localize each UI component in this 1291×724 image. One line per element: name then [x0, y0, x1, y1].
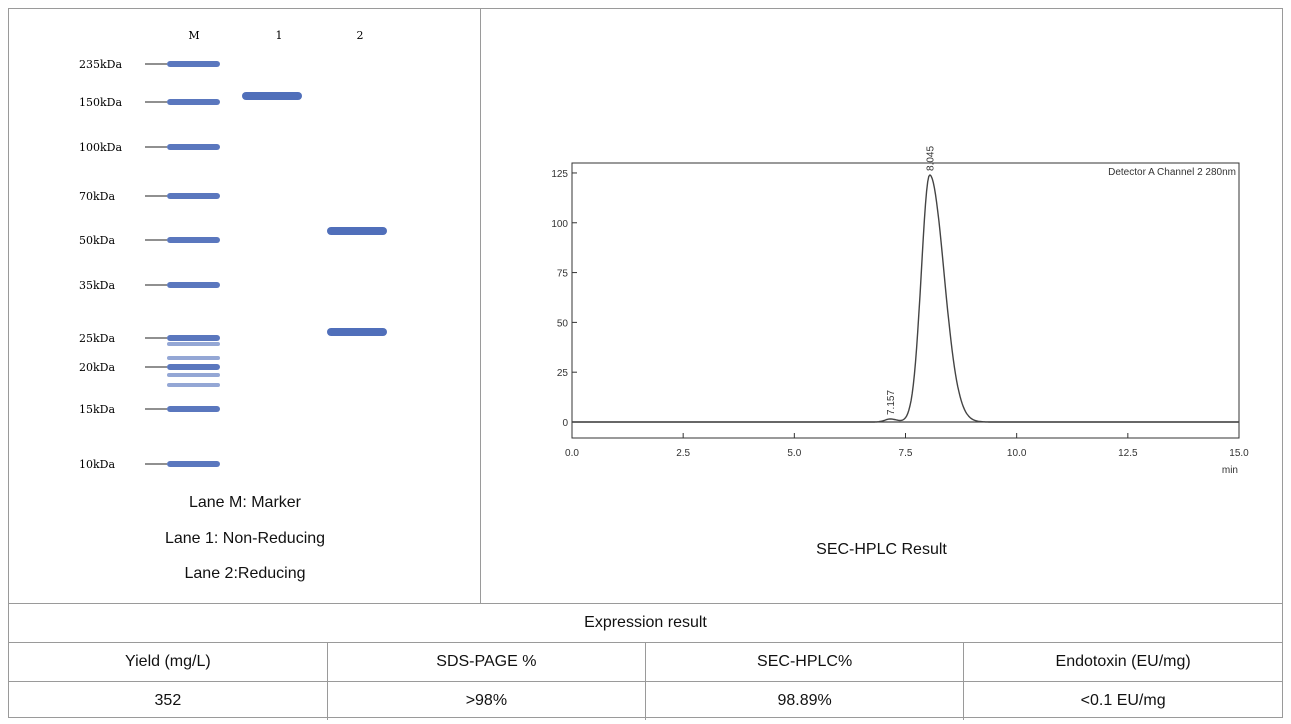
sec-hplc-chart: Detector A Channel 2 280nm min 0.0 2.5 5.0…: [551, 145, 1249, 476]
x-tick-label: 2.5: [676, 448, 690, 459]
peak-labels: 7.157 8.045: [886, 145, 936, 415]
sample-band: [242, 92, 302, 100]
top-section: M 1 2 235kDa 150kDa 100kDa 70kDa 50kDa 35kDa 2…: [9, 9, 1282, 603]
y-tick-label: 50: [557, 318, 569, 329]
marker-band: [167, 237, 220, 243]
marker-label: 15kDa: [79, 403, 115, 416]
marker-band: [167, 335, 220, 341]
x-axis-ticks: 0.0 2.5 5.0 7.5 10.0 12.5 15.0: [565, 433, 1249, 459]
y-axis-ticks: 0 25 50 75 100 125: [551, 169, 577, 429]
marker-band: [167, 61, 220, 67]
chromatogram-trace: [572, 174, 1239, 423]
peak-label: 8.045: [926, 145, 937, 170]
header-endotoxin: Endotoxin (EU/mg): [963, 642, 1282, 682]
sec-hplc-panel: Detector A Channel 2 280nm min 0.0 2.5 5.0…: [481, 9, 1282, 603]
marker-label: 10kDa: [79, 458, 115, 471]
y-tick-label: 125: [551, 169, 568, 180]
marker-label: 100kDa: [79, 141, 122, 154]
table-title: Expression result: [9, 603, 1282, 643]
header-yield: Yield (mg/L): [9, 642, 328, 682]
sample-bands: [242, 92, 387, 336]
marker-label: 235kDa: [79, 58, 122, 71]
marker-label: 25kDa: [79, 332, 115, 345]
x-tick-label: 5.0: [787, 448, 801, 459]
sds-page-gel: M 1 2 235kDa150kDa100kDa70kDa50kDa35kDa2…: [79, 29, 387, 471]
x-tick-label: 7.5: [899, 448, 913, 459]
table-title-row: Expression result: [9, 603, 1282, 643]
marker-band: [167, 99, 220, 105]
peak-label: 7.157: [886, 390, 897, 415]
figure-frame: M 1 2 235kDa 150kDa 100kDa 70kDa 50kDa 35kDa 2…: [8, 8, 1283, 720]
x-tick-label: 12.5: [1118, 448, 1138, 459]
value-endotoxin: <0.1 EU/mg: [963, 681, 1282, 720]
marker-band: [167, 144, 220, 150]
caption-lane-m: Lane M: Marker: [188, 494, 302, 511]
marker-band: [167, 282, 220, 288]
x-tick-label: 0.0: [565, 448, 579, 459]
caption-lane-2: Lane 2:Reducing: [184, 565, 306, 582]
x-axis-unit: min: [1222, 465, 1238, 476]
marker-label: 35kDa: [79, 279, 115, 292]
sample-band: [327, 328, 387, 336]
y-tick-label: 25: [557, 368, 569, 379]
header-sds-page: SDS-PAGE %: [327, 642, 647, 682]
marker-label: 50kDa: [79, 234, 115, 247]
value-yield: 352: [9, 681, 328, 720]
marker-band: [167, 364, 220, 370]
lane-label-1: 1: [276, 29, 283, 42]
marker-label: 150kDa: [79, 96, 122, 109]
x-tick-label: 10.0: [1007, 448, 1027, 459]
expression-result-table: Expression result Yield (mg/L) SDS-PAGE …: [9, 603, 1282, 720]
marker-bands: [167, 61, 220, 467]
y-tick-label: 100: [551, 219, 568, 230]
marker-label: 20kDa: [79, 361, 115, 374]
value-sec-hplc: 98.89%: [645, 681, 965, 720]
marker-band: [167, 356, 220, 360]
marker-band: [167, 406, 220, 412]
lane-label-m: M: [188, 29, 199, 42]
hplc-caption: SEC-HPLC Result: [816, 541, 947, 558]
value-sds-page: >98%: [327, 681, 647, 720]
table-header-row: Yield (mg/L) SDS-PAGE % SEC-HPLC% Endoto…: [9, 642, 1282, 682]
marker-band: [167, 383, 220, 387]
x-tick-label: 15.0: [1229, 448, 1249, 459]
marker-band: [167, 193, 220, 199]
header-sec-hplc: SEC-HPLC%: [645, 642, 965, 682]
caption-lane-1: Lane 1: Non-Reducing: [164, 530, 326, 547]
lane-label-2: 2: [357, 29, 364, 42]
marker-label: 70kDa: [79, 190, 115, 203]
marker-labels: 235kDa 150kDa 100kDa 70kDa 50kDa 35kDa 25kDa 20…: [79, 58, 167, 471]
marker-band: [167, 373, 220, 377]
sample-band: [327, 227, 387, 235]
plot-frame: [571, 162, 1240, 439]
y-tick-label: 0: [562, 418, 568, 429]
marker-band: [167, 461, 220, 467]
detector-legend: Detector A Channel 2 280nm: [1108, 167, 1236, 178]
sds-page-panel: M 1 2 235kDa 150kDa 100kDa 70kDa 50kDa 35kDa 2…: [9, 9, 481, 603]
y-tick-label: 75: [557, 269, 569, 280]
table-row: 352 >98% 98.89% <0.1 EU/mg: [9, 681, 1282, 720]
marker-band: [167, 342, 220, 346]
